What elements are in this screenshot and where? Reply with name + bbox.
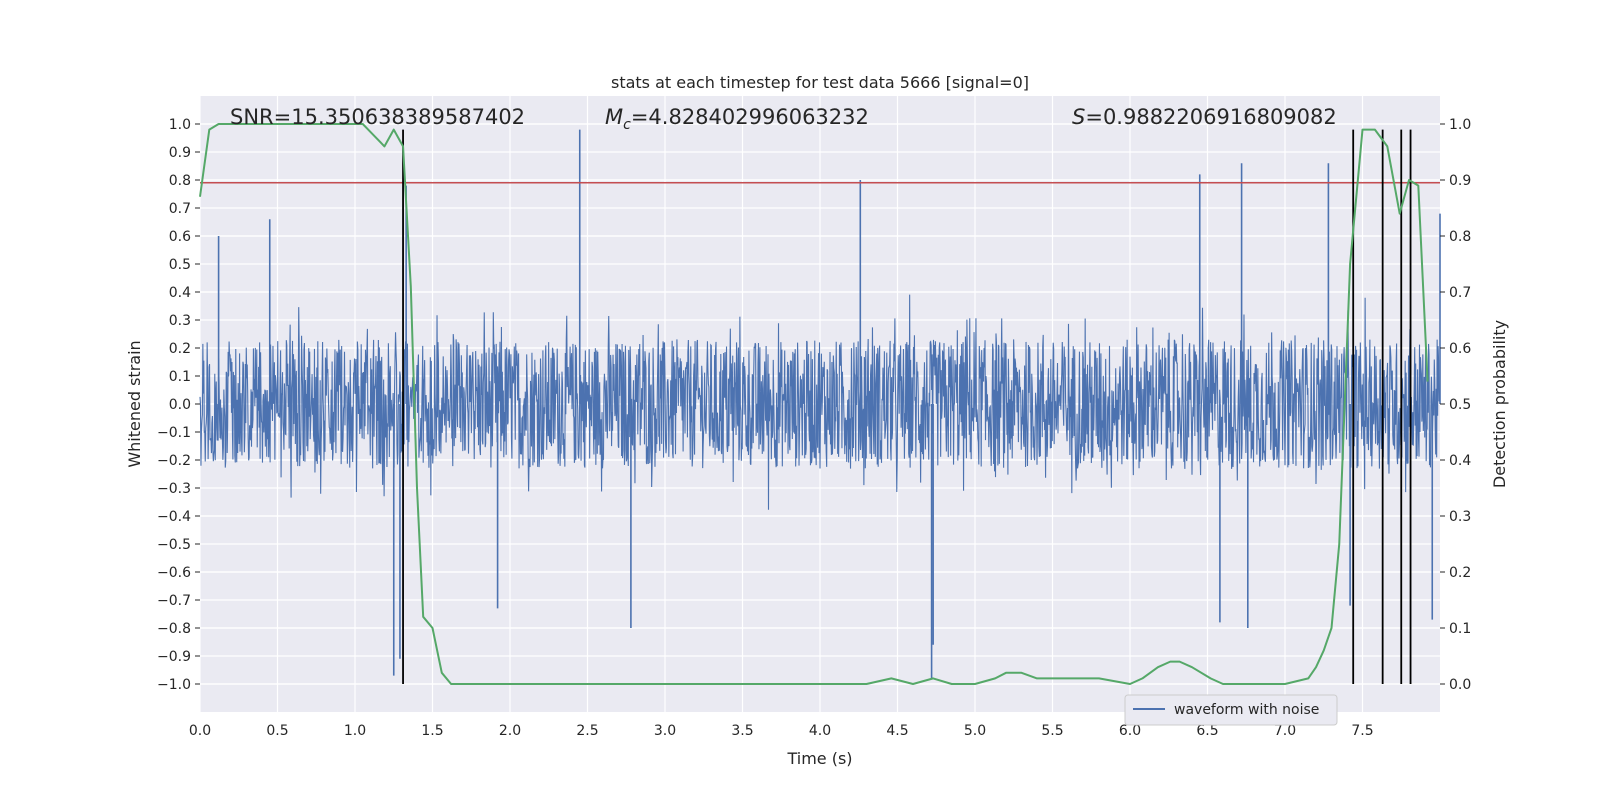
y-tick-label: −0.7 <box>157 593 191 609</box>
y-tick-label: 0.3 <box>169 313 191 329</box>
y2-tick-label: 0.7 <box>1449 285 1471 301</box>
x-tick-label: 1.5 <box>421 723 443 739</box>
score-annotation: S=0.9882206916809082 <box>1072 105 1337 129</box>
score-symbol: S <box>1072 105 1085 129</box>
x-tick-label: 3.0 <box>654 723 676 739</box>
x-tick-label: 2.0 <box>499 723 521 739</box>
legend: waveform with noise <box>1124 694 1338 726</box>
y-tick-label: 0.1 <box>169 369 191 385</box>
y2-tick-label: 0.6 <box>1449 341 1471 357</box>
chirp-mass-value: =4.828402996063232 <box>631 105 869 129</box>
score-value: =0.9882206916809082 <box>1085 105 1336 129</box>
y-tick-label: 0.8 <box>169 173 191 189</box>
x-tick-label: 6.5 <box>1196 723 1218 739</box>
y-tick-label: −0.8 <box>157 621 191 637</box>
y-tick-label: 0.6 <box>169 229 191 245</box>
x-tick-label: 6.0 <box>1119 723 1141 739</box>
legend-label-waveform: waveform with noise <box>1174 702 1319 718</box>
y-tick-label: 0.7 <box>169 201 191 217</box>
y-tick-label: 0.9 <box>169 145 191 161</box>
x-axis-label: Time (s) <box>786 749 852 768</box>
y2-tick-label: 0.5 <box>1449 397 1471 413</box>
x-tick-label: 2.5 <box>576 723 598 739</box>
y-tick-label: −0.9 <box>157 649 191 665</box>
y-tick-label: 1.0 <box>169 117 191 133</box>
y-tick-label: −0.4 <box>157 509 191 525</box>
x-tick-label: 0.5 <box>266 723 288 739</box>
y-tick-label: 0.4 <box>169 285 191 301</box>
y-tick-label: −0.2 <box>157 453 191 469</box>
x-tick-label: 3.5 <box>731 723 753 739</box>
chirp-mass-symbol: M <box>605 105 623 129</box>
x-tick-label: 1.0 <box>344 723 366 739</box>
y2-tick-label: 1.0 <box>1449 117 1471 133</box>
y2-tick-label: 0.0 <box>1449 677 1471 693</box>
probability-series <box>199 123 1429 685</box>
chirp-mass-annotation: Mc=4.828402996063232 <box>605 105 869 133</box>
y-tick-labels: −1.0 −0.9 −0.8 −0.7 −0.6 −0.5 −0.4 −0.3 −0.2 −0.1… <box>157 117 200 693</box>
x-tick-label: 7.5 <box>1351 723 1373 739</box>
y-tick-label: 0.2 <box>169 341 191 357</box>
y-tick-label: −0.5 <box>157 537 191 553</box>
x-tick-label: 0.0 <box>189 723 211 739</box>
y-tick-label: 0.5 <box>169 257 191 273</box>
y-tick-label: −1.0 <box>157 677 191 693</box>
y2-tick-label: 0.2 <box>1449 565 1471 581</box>
y2-tick-label: 0.1 <box>1449 621 1471 637</box>
y-tick-label: −0.1 <box>157 425 191 441</box>
y2-tick-label: 0.8 <box>1449 229 1471 245</box>
y2-tick-label: 0.3 <box>1449 509 1471 525</box>
chirp-mass-subscript: c <box>623 117 631 133</box>
y-tick-label: −0.3 <box>157 481 191 497</box>
y2-tick-labels: 0.0 0.1 0.2 0.3 0.4 0.5 0.6 0.7 0.8 0.9 1.0 <box>1440 117 1471 693</box>
x-tick-label: 5.5 <box>1041 723 1063 739</box>
y2-axis-label: Detection probability <box>1490 320 1509 488</box>
legend-box <box>1124 694 1338 726</box>
snr-annotation: SNR=15.350638389587402 <box>230 105 525 129</box>
waveform-line <box>199 294 1441 510</box>
y2-tick-label: 0.9 <box>1449 173 1471 189</box>
chart-title: stats at each timestep for test data 566… <box>611 73 1029 92</box>
probability-line <box>199 123 1429 685</box>
y-axis-label: Whitened strain <box>125 340 144 467</box>
x-tick-labels: 0.0 0.5 1.0 1.5 2.0 2.5 3.0 3.5 4.0 4.5 5.0 5.5 6.0 6… <box>189 723 1374 739</box>
y-tick-label: 0.0 <box>169 397 191 413</box>
x-tick-label: 7.0 <box>1274 723 1296 739</box>
y2-tick-label: 0.4 <box>1449 453 1471 469</box>
x-tick-label: 4.5 <box>886 723 908 739</box>
x-tick-label: 4.0 <box>809 723 831 739</box>
x-tick-label: 5.0 <box>964 723 986 739</box>
waveform-series <box>199 129 1441 679</box>
y-tick-label: −0.6 <box>157 565 191 581</box>
